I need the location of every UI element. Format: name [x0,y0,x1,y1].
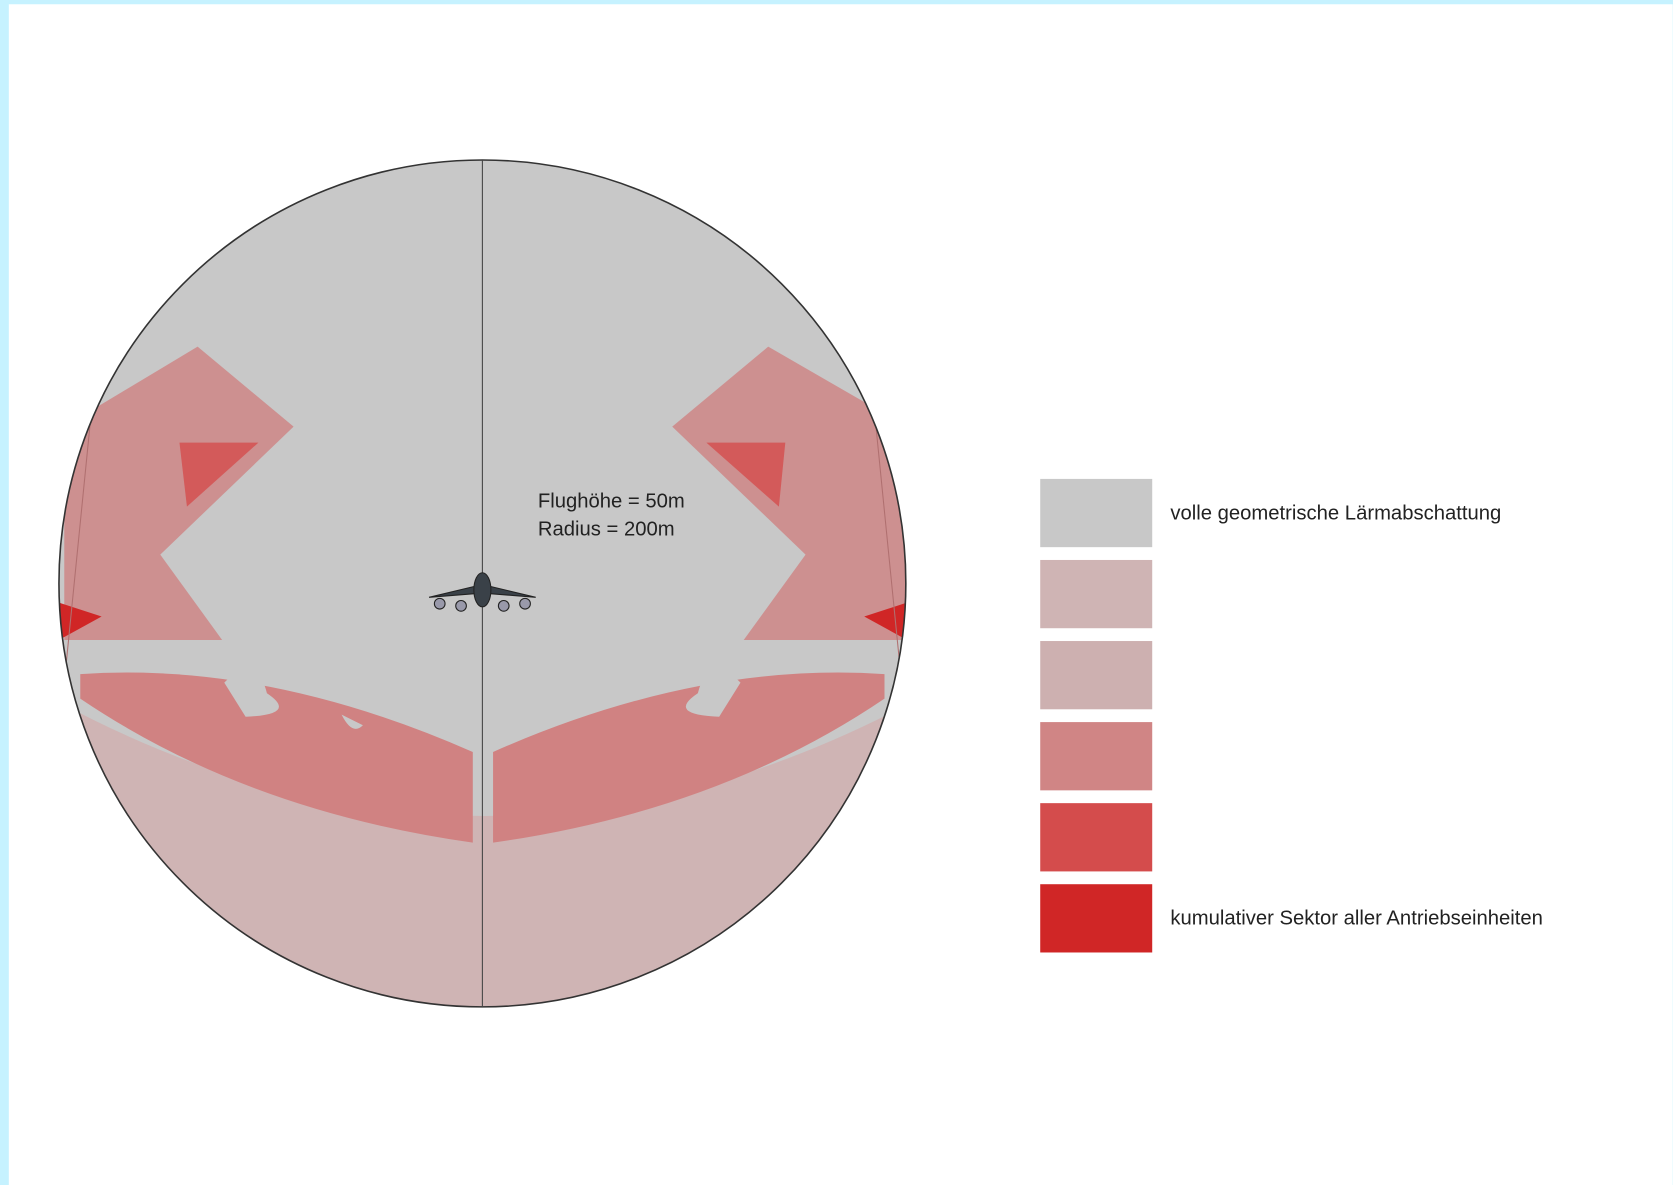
sector-left [64,346,294,640]
gray-bumps-right [685,668,741,717]
sector-right [672,346,906,640]
legend: volle geometrische Lärmabschattung kumul… [1040,478,1543,953]
aircraft [428,572,536,612]
gray-bumps-left [224,668,363,729]
legend-swatch [1040,478,1153,548]
annotation-line: Radius = 200m [538,518,675,540]
sector-core-left [179,442,259,507]
sector-core-right [706,442,786,507]
red-band-right [493,672,885,843]
legend-swatch [1040,803,1153,872]
legend-swatch [1040,641,1153,710]
legend-label: volle geometrische Lärmabschattung [1170,502,1501,524]
sector-edges [63,415,903,683]
annotation-line: Flughöhe = 50m [538,491,685,513]
red-band-left [80,672,473,843]
legend-label: kumulativer Sektor aller Antriebseinheit… [1170,908,1543,930]
legend-swatch [1040,559,1153,629]
legend-swatch [1040,884,1153,953]
pink-zone [58,693,906,1007]
legend-swatch [1040,722,1153,791]
